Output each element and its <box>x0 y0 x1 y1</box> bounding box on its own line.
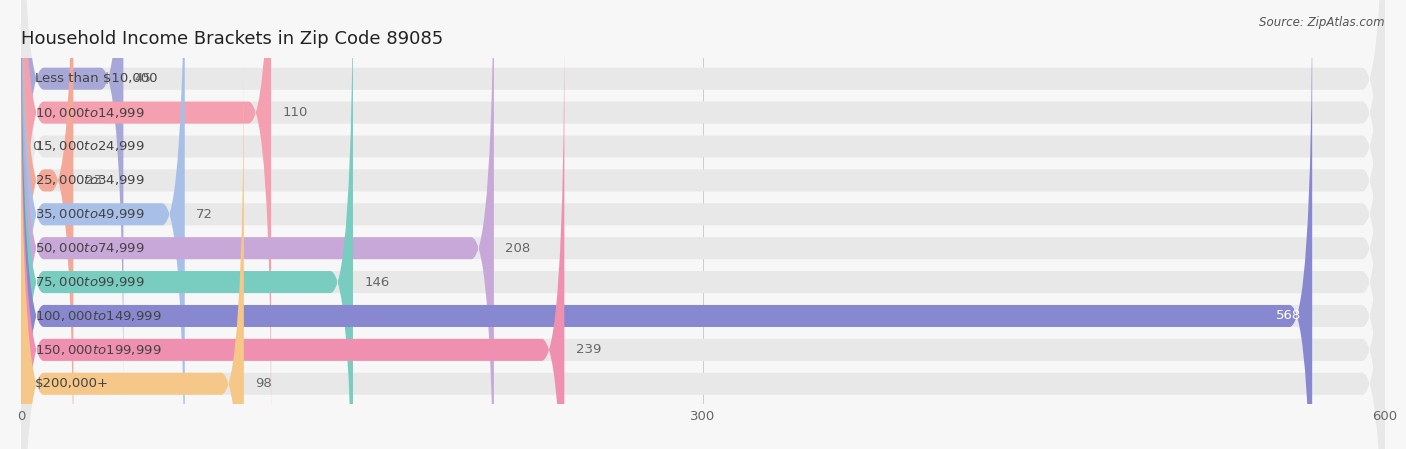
Text: $15,000 to $24,999: $15,000 to $24,999 <box>35 140 145 154</box>
FancyBboxPatch shape <box>21 0 1385 449</box>
FancyBboxPatch shape <box>21 0 73 449</box>
FancyBboxPatch shape <box>21 22 1385 449</box>
FancyBboxPatch shape <box>21 0 1385 449</box>
Text: $35,000 to $49,999: $35,000 to $49,999 <box>35 207 145 221</box>
Text: 23: 23 <box>84 174 101 187</box>
Text: 146: 146 <box>364 276 389 289</box>
FancyBboxPatch shape <box>21 56 243 449</box>
Text: 98: 98 <box>256 377 271 390</box>
Text: $10,000 to $14,999: $10,000 to $14,999 <box>35 106 145 119</box>
FancyBboxPatch shape <box>21 0 271 440</box>
FancyBboxPatch shape <box>21 0 184 449</box>
Text: Less than $10,000: Less than $10,000 <box>35 72 157 85</box>
FancyBboxPatch shape <box>21 0 1385 449</box>
FancyBboxPatch shape <box>21 0 124 407</box>
FancyBboxPatch shape <box>21 0 1385 449</box>
Text: 45: 45 <box>135 72 152 85</box>
Text: $50,000 to $74,999: $50,000 to $74,999 <box>35 241 145 255</box>
Text: 0: 0 <box>32 140 41 153</box>
Text: $25,000 to $34,999: $25,000 to $34,999 <box>35 173 145 187</box>
Text: $150,000 to $199,999: $150,000 to $199,999 <box>35 343 162 357</box>
Text: 110: 110 <box>283 106 308 119</box>
Text: 72: 72 <box>195 208 214 221</box>
FancyBboxPatch shape <box>21 0 1385 449</box>
FancyBboxPatch shape <box>21 0 1385 449</box>
FancyBboxPatch shape <box>21 0 1385 407</box>
FancyBboxPatch shape <box>21 0 1312 449</box>
Text: $200,000+: $200,000+ <box>35 377 108 390</box>
FancyBboxPatch shape <box>21 0 353 449</box>
Text: 568: 568 <box>1275 309 1301 322</box>
FancyBboxPatch shape <box>21 0 494 449</box>
FancyBboxPatch shape <box>21 22 564 449</box>
Text: Household Income Brackets in Zip Code 89085: Household Income Brackets in Zip Code 89… <box>21 31 443 48</box>
Text: $75,000 to $99,999: $75,000 to $99,999 <box>35 275 145 289</box>
Text: 239: 239 <box>575 343 602 357</box>
Text: 208: 208 <box>505 242 530 255</box>
FancyBboxPatch shape <box>21 56 1385 449</box>
FancyBboxPatch shape <box>21 0 1385 440</box>
Text: $100,000 to $149,999: $100,000 to $149,999 <box>35 309 162 323</box>
Text: Source: ZipAtlas.com: Source: ZipAtlas.com <box>1260 16 1385 29</box>
